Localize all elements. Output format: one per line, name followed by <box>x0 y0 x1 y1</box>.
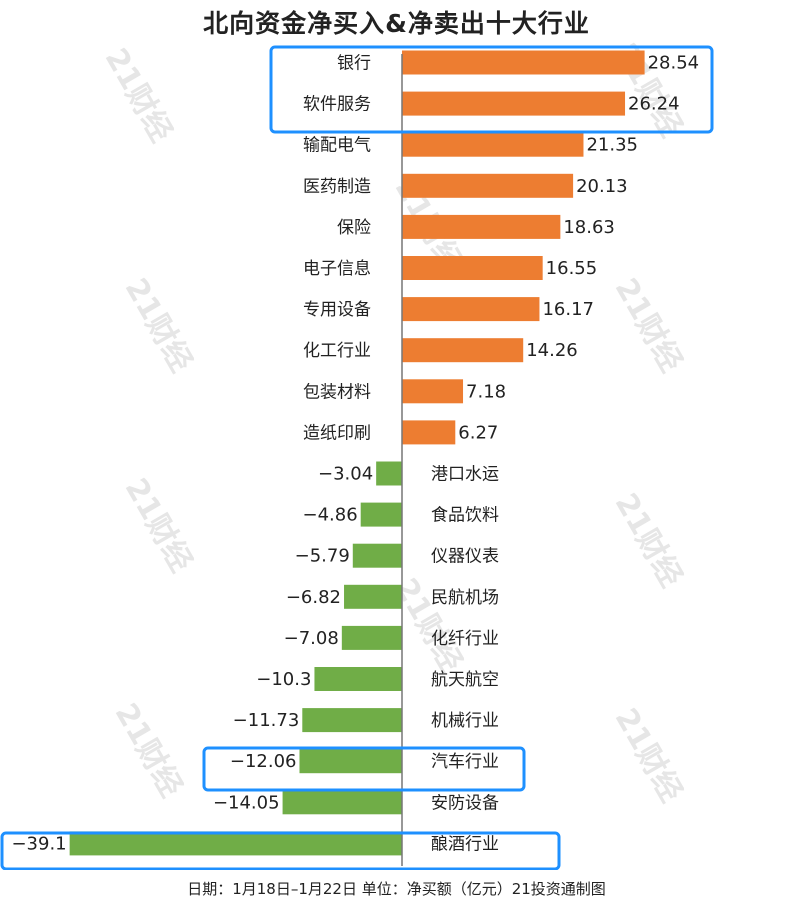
highlight-box <box>0 831 561 870</box>
bar-9 <box>402 379 464 404</box>
category-label: 输配电气 <box>303 136 371 156</box>
category-label: 机械行业 <box>431 711 499 731</box>
bar-1 <box>402 50 645 75</box>
bar-17 <box>302 708 402 733</box>
category-label: 汽车行业 <box>431 752 499 772</box>
category-label: 造纸印刷 <box>303 423 371 443</box>
value-label: 18.63 <box>563 217 615 238</box>
category-label: 民航机场 <box>431 588 499 608</box>
bar-19 <box>282 790 402 815</box>
bar-15 <box>341 625 402 650</box>
category-label: 银行 <box>337 54 371 74</box>
category-label: 酿酒行业 <box>431 834 499 854</box>
value-label: 28.54 <box>648 53 700 74</box>
category-label: 安防设备 <box>431 793 499 813</box>
category-label: 电子信息 <box>303 259 371 279</box>
value-label: 16.17 <box>542 299 594 320</box>
bar-3 <box>402 132 584 157</box>
value-label: −10.3 <box>256 669 311 690</box>
bar-18 <box>299 749 402 774</box>
watermark-text: 21财经 <box>108 697 189 803</box>
value-label: −3.04 <box>318 464 373 485</box>
category-label: 仪器仪表 <box>431 547 499 567</box>
category-label: 化纤行业 <box>431 629 499 649</box>
category-label: 软件服务 <box>303 95 371 115</box>
category-label: 专用设备 <box>303 300 371 320</box>
value-label: −12.06 <box>230 751 297 772</box>
highlight-box <box>269 45 714 134</box>
chart-title: 北向资金净买入&净卖出十大行业 <box>203 9 590 38</box>
bar-4 <box>402 173 574 198</box>
bar-16 <box>314 667 402 691</box>
value-label: −7.08 <box>284 628 339 649</box>
bar-13 <box>352 543 402 568</box>
bar-12 <box>360 502 402 527</box>
bar-11 <box>376 461 402 486</box>
category-label: 港口水运 <box>431 465 499 485</box>
bar-2 <box>402 91 626 116</box>
value-label: 21.35 <box>586 135 638 156</box>
category-label: 包装材料 <box>303 382 371 402</box>
watermark-text: 21财经 <box>118 272 199 378</box>
category-label: 化工行业 <box>303 341 371 361</box>
category-label: 医药制造 <box>303 177 371 197</box>
value-label: 26.24 <box>628 94 680 115</box>
value-label: 14.26 <box>526 340 578 361</box>
value-label: −6.82 <box>286 587 341 608</box>
value-label: −14.05 <box>213 792 280 813</box>
watermark-text: 21财经 <box>608 272 689 378</box>
bar-20 <box>69 831 403 856</box>
bar-chart: 21财经21财经21财经21财经21财经21财经21财经21财经21财经21财经… <box>0 37 714 870</box>
category-label: 食品饮料 <box>431 506 499 526</box>
bar-8 <box>402 338 524 363</box>
highlight-box <box>202 746 526 792</box>
bar-14 <box>344 584 402 609</box>
watermark-text: 21财经 <box>608 487 689 593</box>
value-label: −4.86 <box>303 505 358 526</box>
bar-5 <box>402 214 561 239</box>
watermark-text: 21财经 <box>608 702 689 808</box>
chart-footer: 日期：1月18日–1月22日 单位：净买额（亿元）21投资通制图 <box>187 880 606 898</box>
watermark-text: 21财经 <box>118 472 199 578</box>
watermark-text: 21财经 <box>98 42 179 148</box>
category-label: 航天航空 <box>431 670 499 690</box>
value-label: 6.27 <box>458 422 498 443</box>
value-label: 20.13 <box>576 176 628 197</box>
value-label: −5.79 <box>295 546 350 567</box>
value-label: −11.73 <box>233 710 300 731</box>
category-label: 保险 <box>337 218 371 238</box>
bar-6 <box>402 256 543 280</box>
value-label: −39.1 <box>11 833 66 854</box>
bar-7 <box>402 297 540 322</box>
value-label: 7.18 <box>466 381 506 402</box>
bar-10 <box>402 420 456 445</box>
value-label: 16.55 <box>546 258 598 279</box>
